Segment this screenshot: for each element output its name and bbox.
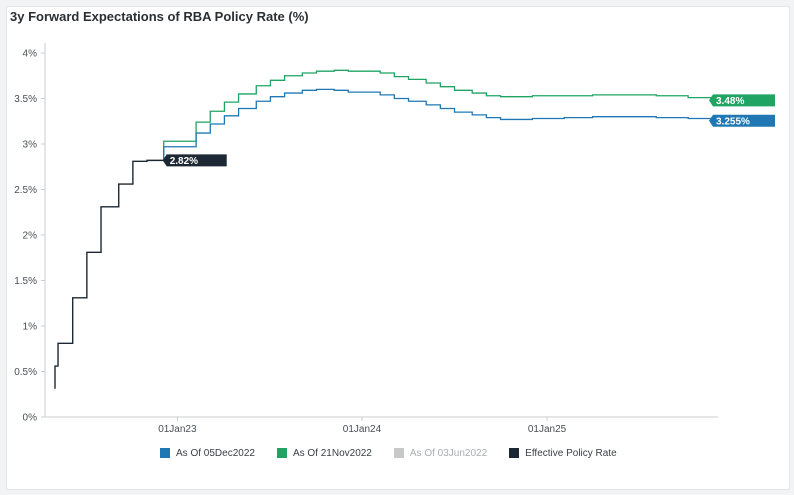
y-tick-label: 1% [23,322,38,333]
y-tick-label: 4% [23,49,38,60]
series-line-dec [163,88,719,161]
end-label-box-nov [709,94,775,107]
end-label-effective: 2.82% [162,154,227,167]
legend-swatch-effective [509,448,520,458]
end-label-text-dec: 3.255% [716,116,750,127]
series-line-nov [163,69,719,161]
end-label-dec: 3.255% [709,114,775,127]
y-tick-label: 3.5% [14,94,37,105]
y-tick-label: 3% [23,140,38,151]
x-tick-label: 01Jan25 [528,424,567,435]
legend-item-nov[interactable]: As Of 21Nov2022 [276,446,372,460]
y-tick-label: 0.5% [14,367,37,378]
series-lines [54,69,719,389]
end-label-box-dec [709,114,775,127]
end-labels: 3.255% 3.48% 2.82% [162,94,775,167]
line-chart: 0%0.5%1%1.5%2%2.5%3%3.5%4% 01Jan23 01Jan2… [14,43,775,435]
y-tick-label: 2.5% [14,185,37,196]
legend-label-nov: As Of 21Nov2022 [292,447,372,459]
end-label-text-effective: 2.82% [170,156,198,167]
y-axis: 0% 0.5% 1% 1.5% 2% 2.5% 3% 3.5% 4% [14,43,46,424]
series-line-effective [54,159,164,389]
legend-swatch-jun [393,448,404,458]
chart-panel [6,6,790,490]
legend-swatch-dec [160,448,170,458]
legend-label-jun: As Of 03Jun2022 [409,447,488,459]
y-tick-label: 0% [23,413,38,424]
legend-item-dec[interactable]: As Of 05Dec2022 [160,446,255,460]
x-tick-label: 01Jan24 [343,424,382,435]
end-label-text-nov: 3.48% [716,96,744,107]
end-label-nov: 3.48% [709,94,775,107]
legend-item-effective[interactable]: Effective Policy Rate [509,446,617,460]
legend: As Of 05Dec2022 As Of 21Nov2022 As Of 03… [160,446,617,460]
end-label-box-effective [162,154,227,167]
legend-label-dec: As Of 05Dec2022 [176,447,255,459]
chart-title: 3y Forward Expectations of RBA Policy Ra… [10,9,309,24]
y-tick-label: 1.5% [14,276,37,287]
x-tick-label: 01Jan23 [158,424,197,435]
y-tick-label: 2% [23,231,38,242]
x-axis: 01Jan23 01Jan24 01Jan25 [45,416,718,435]
legend-label-effective: Effective Policy Rate [525,447,617,459]
legend-item-jun[interactable]: As Of 03Jun2022 [393,446,488,460]
legend-swatch-nov [276,448,287,458]
